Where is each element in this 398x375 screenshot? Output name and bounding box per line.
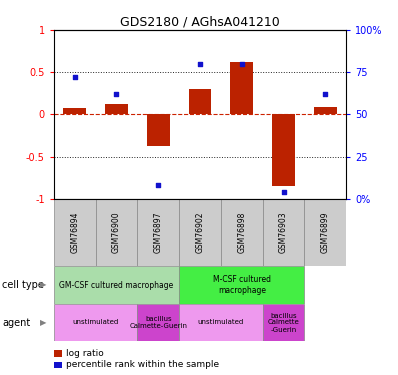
Text: ▶: ▶	[40, 280, 46, 290]
Text: bacillus
Calmette
-Guerin: bacillus Calmette -Guerin	[268, 312, 299, 333]
Text: GSM76897: GSM76897	[154, 212, 163, 253]
Bar	[230, 62, 253, 114]
Text: GSM76900: GSM76900	[112, 211, 121, 254]
Text: GSM76899: GSM76899	[321, 212, 330, 253]
Point	[322, 91, 328, 97]
Text: bacillus
Calmette-Guerin: bacillus Calmette-Guerin	[129, 316, 187, 329]
Text: GSM76894: GSM76894	[70, 212, 79, 253]
Text: log ratio: log ratio	[66, 349, 103, 358]
Bar	[63, 108, 86, 114]
Text: GSM76898: GSM76898	[237, 212, 246, 253]
Bar	[179, 199, 221, 266]
Point	[197, 61, 203, 67]
Bar	[189, 89, 211, 114]
Bar	[179, 304, 263, 341]
Bar	[54, 266, 179, 304]
Text: percentile rank within the sample: percentile rank within the sample	[66, 360, 219, 369]
Point	[238, 61, 245, 67]
Text: cell type: cell type	[2, 280, 44, 290]
Bar	[137, 199, 179, 266]
Text: unstimulated: unstimulated	[72, 320, 119, 326]
Bar	[263, 199, 304, 266]
Bar	[137, 304, 179, 341]
Bar	[105, 104, 128, 114]
Bar	[179, 266, 304, 304]
Point	[155, 182, 162, 188]
Point	[72, 74, 78, 80]
Text: agent: agent	[2, 318, 30, 327]
Text: M-CSF cultured
macrophage: M-CSF cultured macrophage	[213, 275, 271, 295]
Bar	[263, 304, 304, 341]
Text: GSM76903: GSM76903	[279, 211, 288, 254]
Bar	[314, 107, 337, 114]
Bar	[96, 199, 137, 266]
Title: GDS2180 / AGhsA041210: GDS2180 / AGhsA041210	[120, 16, 280, 29]
Text: GSM76902: GSM76902	[195, 212, 205, 253]
Bar	[304, 199, 346, 266]
Bar	[147, 114, 170, 147]
Text: ▶: ▶	[40, 318, 46, 327]
Point	[280, 189, 287, 195]
Bar	[272, 114, 295, 186]
Text: unstimulated: unstimulated	[198, 320, 244, 326]
Point	[113, 91, 119, 97]
Bar	[54, 304, 137, 341]
Bar	[221, 199, 263, 266]
Bar	[54, 199, 96, 266]
Text: GM-CSF cultured macrophage: GM-CSF cultured macrophage	[59, 280, 174, 290]
